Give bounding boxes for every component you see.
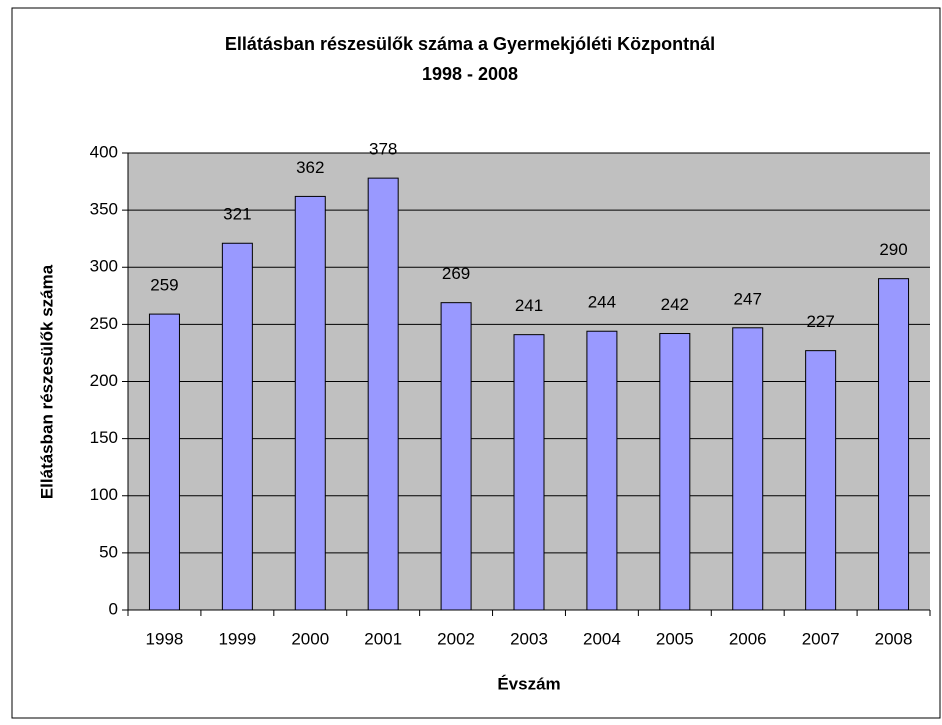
data-label: 247 <box>734 289 762 308</box>
x-tick-label: 1998 <box>146 629 184 648</box>
chart-subtitle: 1998 - 2008 <box>422 64 518 84</box>
data-label: 242 <box>661 295 689 314</box>
x-tick-label: 2006 <box>729 629 767 648</box>
bar <box>513 334 545 611</box>
chart-title: Ellátásban részesülők száma a Gyermekjól… <box>225 34 715 54</box>
x-tick-label: 2002 <box>437 629 475 648</box>
y-tick-label: 100 <box>90 485 118 504</box>
y-tick-label: 0 <box>109 599 118 618</box>
bar <box>440 302 472 611</box>
bar <box>148 313 180 611</box>
bar <box>732 327 764 611</box>
x-tick-label: 2000 <box>291 629 329 648</box>
y-tick-label: 300 <box>90 257 118 276</box>
y-tick-label: 200 <box>90 371 118 390</box>
x-tick-label: 2005 <box>656 629 694 648</box>
y-tick-label: 400 <box>90 142 118 161</box>
bar <box>221 242 253 611</box>
y-axis-label: Ellátásban részesülők száma <box>37 264 56 499</box>
x-tick-label: 2004 <box>583 629 621 648</box>
bar <box>294 195 326 611</box>
y-tick-label: 150 <box>90 428 118 447</box>
data-label: 269 <box>442 264 470 283</box>
data-label: 362 <box>296 158 324 177</box>
x-axis-label: Évszám <box>497 674 560 693</box>
data-label: 259 <box>150 276 178 295</box>
data-label: 241 <box>515 296 543 315</box>
bar <box>805 350 837 611</box>
bar <box>659 333 691 611</box>
x-tick-label: 2003 <box>510 629 548 648</box>
x-tick-label: 2007 <box>802 629 840 648</box>
data-label: 321 <box>223 205 251 224</box>
data-label: 290 <box>879 240 907 259</box>
data-label: 378 <box>369 140 397 159</box>
x-tick-label: 2001 <box>364 629 402 648</box>
data-label: 244 <box>588 293 616 312</box>
y-tick-label: 250 <box>90 314 118 333</box>
bar <box>367 177 399 611</box>
y-tick-label: 350 <box>90 200 118 219</box>
x-tick-label: 2008 <box>875 629 913 648</box>
x-tick-label: 1999 <box>218 629 256 648</box>
y-tick-label: 50 <box>99 542 118 561</box>
bar <box>586 330 618 611</box>
bar <box>878 278 910 611</box>
data-label: 227 <box>806 312 834 331</box>
